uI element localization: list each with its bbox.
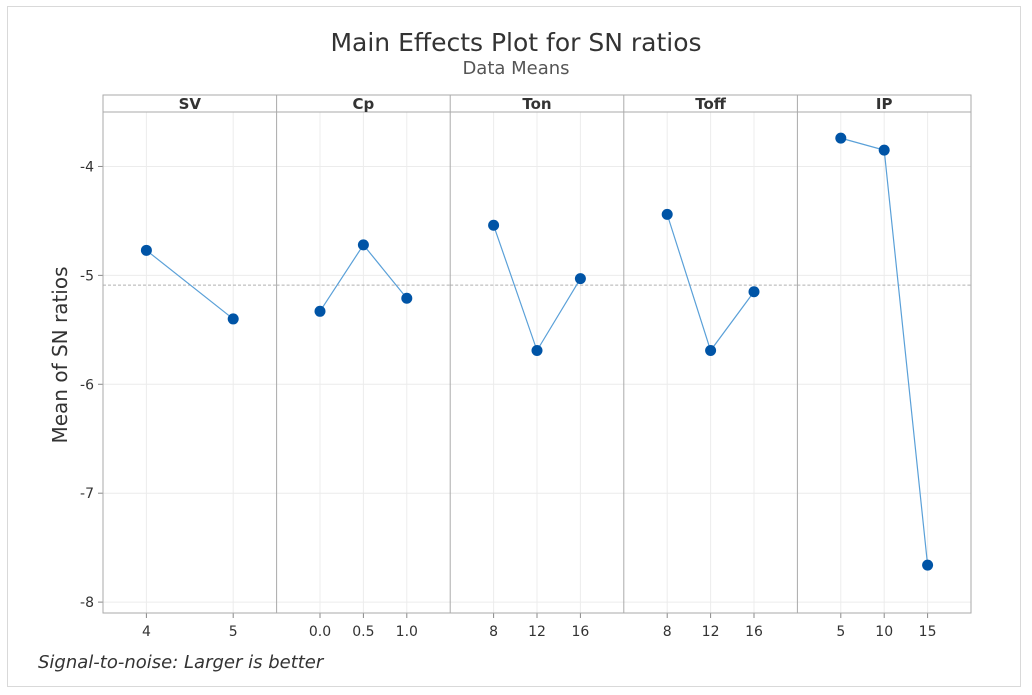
data-point	[140, 244, 152, 256]
x-tick-label: 10	[875, 624, 893, 640]
data-point	[878, 144, 890, 156]
x-tick-label: 12	[702, 624, 720, 640]
data-point	[531, 345, 543, 357]
y-tick-label: -8	[80, 595, 94, 611]
chart-footnote: Signal-to-noise: Larger is better	[38, 652, 324, 673]
y-tick-label: -7	[80, 486, 94, 502]
x-tick-label: 16	[571, 624, 589, 640]
x-tick-label: 5	[229, 624, 238, 640]
strip-label-sv: SV	[179, 95, 202, 113]
x-tick-label: 4	[142, 624, 151, 640]
x-tick-label: 15	[919, 624, 937, 640]
x-tick-label: 8	[489, 624, 498, 640]
data-point	[922, 559, 934, 571]
x-tick-label: 16	[745, 624, 763, 640]
data-point	[748, 286, 760, 298]
x-tick-label: 8	[663, 624, 672, 640]
panel-ton	[450, 219, 624, 357]
x-tick-label: 0.5	[352, 624, 374, 640]
data-point	[357, 239, 369, 251]
data-point	[227, 313, 239, 325]
data-point	[835, 132, 847, 144]
strip-label-toff: Toff	[695, 95, 727, 113]
axes-layer: -8 -7 -6 -5 -4 4 5 SV 0.0 0.5 1.0 Cp 8 12 16 Ton 8 12 16 To…	[80, 94, 972, 640]
plot-border	[102, 94, 972, 614]
x-tick-label: 12	[528, 624, 546, 640]
panel-cp	[276, 239, 451, 317]
data-point	[705, 345, 717, 357]
x-tick-label: 5	[836, 624, 845, 640]
data-point	[488, 219, 500, 231]
y-tick-label: -4	[80, 159, 94, 175]
data-point	[401, 292, 413, 304]
x-tick-label: 0.0	[309, 624, 331, 640]
panel-sv	[103, 244, 277, 325]
data-point	[661, 208, 673, 220]
chart-title: Main Effects Plot for SN ratios	[330, 28, 702, 57]
series-line-sv	[146, 249, 234, 320]
data-point	[314, 305, 326, 317]
y-axis-label: Mean of SN ratios	[48, 266, 72, 443]
grid-layer	[103, 112, 971, 613]
x-tick-label: 1.0	[396, 624, 418, 640]
panel-toff	[623, 208, 798, 357]
chart-subtitle: Data Means	[462, 58, 570, 79]
chart-frame	[7, 6, 1021, 687]
strip-label-ip: IP	[876, 95, 893, 113]
data-point	[574, 273, 586, 285]
y-tick-label: -6	[80, 377, 94, 393]
strip-label-ton: Ton	[522, 95, 551, 113]
strip-label-cp: Cp	[353, 95, 375, 113]
panel-ip	[797, 132, 971, 571]
panels-layer	[103, 132, 971, 571]
y-tick-label: -5	[80, 268, 94, 284]
